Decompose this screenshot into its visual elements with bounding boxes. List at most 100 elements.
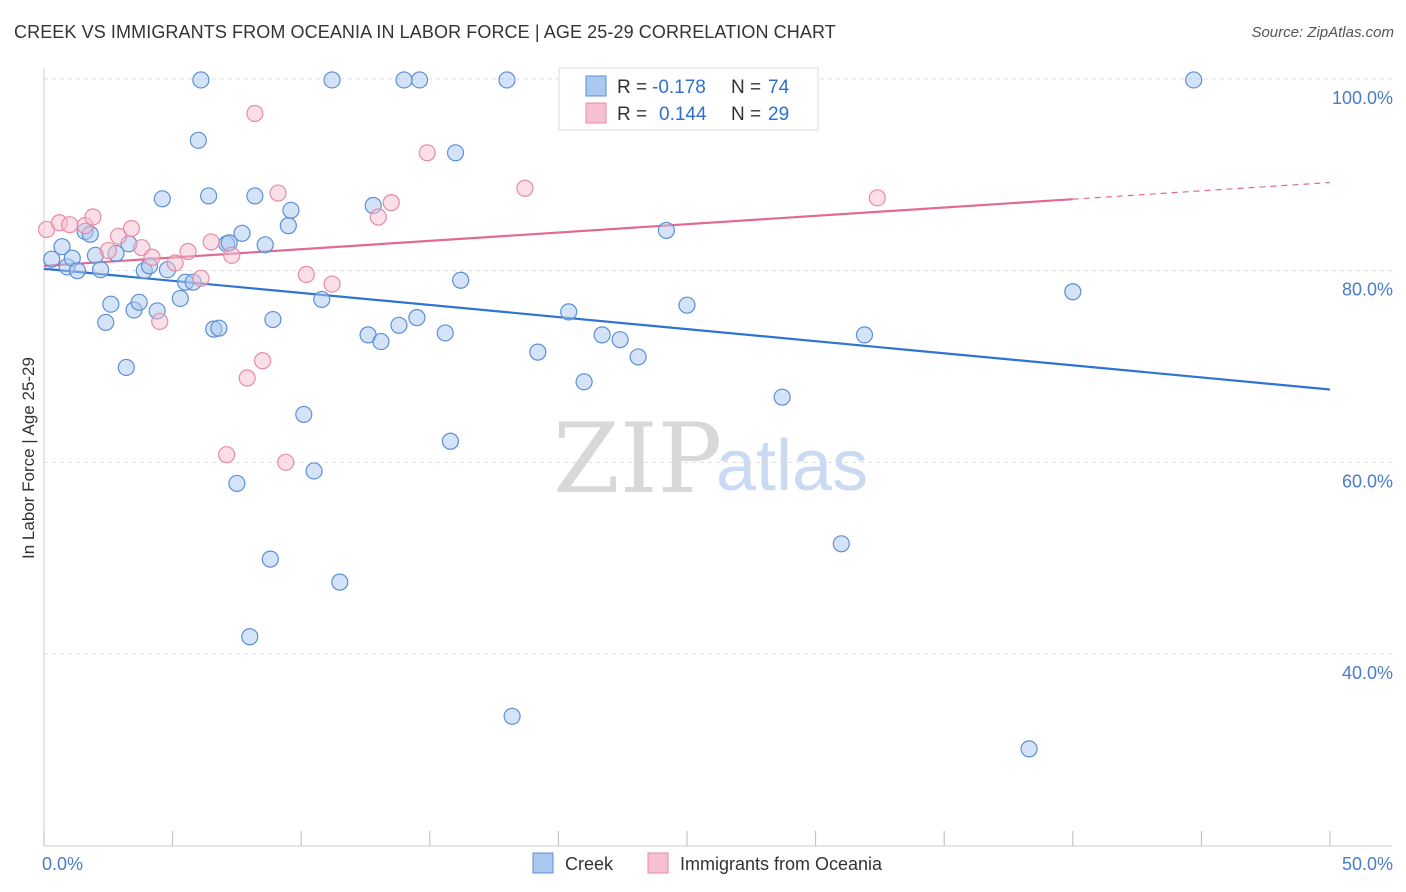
creek-point: [441, 432, 459, 450]
oceania-point: [254, 352, 272, 370]
legend-creek-label: Creek: [565, 854, 614, 874]
creek-point: [233, 224, 251, 242]
creek-point: [657, 221, 676, 240]
watermark: ZIP atlas: [553, 403, 868, 515]
creek-point: [529, 343, 547, 361]
creek-point: [436, 324, 454, 342]
oceania-point: [269, 184, 287, 202]
axes: [43, 68, 1392, 847]
watermark-zip: ZIP: [553, 403, 722, 515]
creek-point: [264, 310, 282, 329]
y-tick-label: 100.0%: [1332, 88, 1393, 108]
oceania-point: [246, 104, 264, 123]
creek-point: [295, 405, 313, 424]
creek-point: [171, 289, 189, 308]
oceania-point: [84, 208, 102, 226]
x-tick-labels: 0.0% 50.0%: [42, 854, 1393, 874]
oceania-point: [192, 269, 210, 287]
oceania-point: [151, 312, 169, 331]
legend-oceania-swatch: [647, 852, 669, 874]
creek-point: [331, 573, 349, 591]
y-tick-label: 40.0%: [1342, 663, 1393, 683]
creek-r-label: R =: [617, 77, 647, 98]
oceania-point: [382, 194, 400, 212]
creek-n-value: 74: [768, 77, 790, 98]
creek-point: [153, 190, 171, 208]
creek-trend-line: [43, 267, 1331, 391]
source-credit: Source: ZipAtlas.com: [1251, 24, 1394, 41]
creek-point: [593, 326, 611, 344]
oceania-point: [143, 248, 161, 266]
creek-point: [305, 462, 323, 480]
x-tick-label: 50.0%: [1342, 854, 1393, 874]
creek-point: [1020, 740, 1038, 758]
creek-point: [855, 326, 874, 344]
stats-legend: R = -0.178 N = 74 R = 0.144 N = 29: [558, 67, 819, 131]
creek-point: [68, 262, 87, 280]
creek-r-value: -0.178: [652, 77, 706, 98]
creek-point: [282, 201, 300, 219]
creek-point: [210, 319, 228, 337]
creek-point: [130, 293, 148, 311]
oceania-point: [202, 233, 220, 251]
watermark-atlas: atlas: [716, 426, 868, 506]
creek-point: [228, 474, 246, 493]
creek-point: [611, 331, 629, 349]
oceania-legend-swatch: [585, 102, 607, 124]
creek-n-label: N =: [731, 77, 761, 98]
creek-point: [189, 131, 207, 149]
creek-point: [395, 71, 413, 89]
oceania-point: [369, 208, 387, 226]
creek-point: [261, 550, 279, 568]
oceania-point: [223, 246, 241, 264]
oceania-n-label: N =: [731, 104, 761, 125]
creek-point: [1064, 283, 1082, 301]
y-tick-label: 80.0%: [1342, 280, 1393, 300]
x-tick-label: 0.0%: [42, 854, 83, 874]
y-tick-label: 60.0%: [1342, 471, 1393, 491]
creek-point: [256, 236, 274, 254]
oceania-point: [418, 144, 436, 162]
y-axis-title: In Labor Force | Age 25-29: [19, 357, 38, 559]
creek-point: [279, 217, 297, 235]
creek-point: [678, 296, 696, 314]
series-legend: Creek Immigrants from Oceania: [532, 852, 883, 874]
scatter-points: [37, 71, 1203, 758]
oceania-trend-line: [43, 198, 1073, 267]
oceania-point: [277, 453, 295, 471]
oceania-point: [122, 219, 141, 238]
creek-point: [408, 309, 426, 327]
creek-point: [372, 332, 390, 351]
creek-point: [390, 316, 408, 334]
creek-point: [97, 313, 115, 332]
creek-point: [503, 707, 521, 725]
oceania-point: [323, 275, 341, 293]
grid-lines: [44, 78, 1392, 655]
creek-point: [773, 388, 791, 406]
chart-title: CREEK VS IMMIGRANTS FROM OCEANIA IN LABO…: [14, 22, 836, 42]
creek-point: [629, 348, 647, 366]
oceania-n-value: 29: [768, 104, 789, 125]
oceania-point: [179, 242, 197, 261]
creek-point: [410, 71, 429, 89]
creek-point: [241, 628, 259, 646]
oceania-point: [516, 179, 534, 197]
creek-legend-swatch: [585, 75, 607, 97]
creek-point: [1185, 71, 1203, 89]
creek-point: [246, 187, 264, 205]
creek-point: [313, 290, 331, 309]
oceania-point: [109, 227, 128, 245]
x-ticks: [43, 831, 1331, 846]
creek-point: [192, 71, 210, 89]
creek-point: [560, 303, 578, 321]
oceania-point: [868, 189, 886, 207]
oceania-point: [166, 254, 184, 272]
oceania-r-label: R =: [617, 104, 647, 125]
y-tick-labels: 100.0% 80.0% 60.0% 40.0%: [1332, 88, 1393, 683]
creek-point: [323, 71, 341, 89]
oceania-trend-line-extension: [1072, 181, 1331, 200]
creek-point: [452, 271, 470, 289]
creek-point: [53, 238, 71, 256]
creek-point: [200, 187, 218, 205]
